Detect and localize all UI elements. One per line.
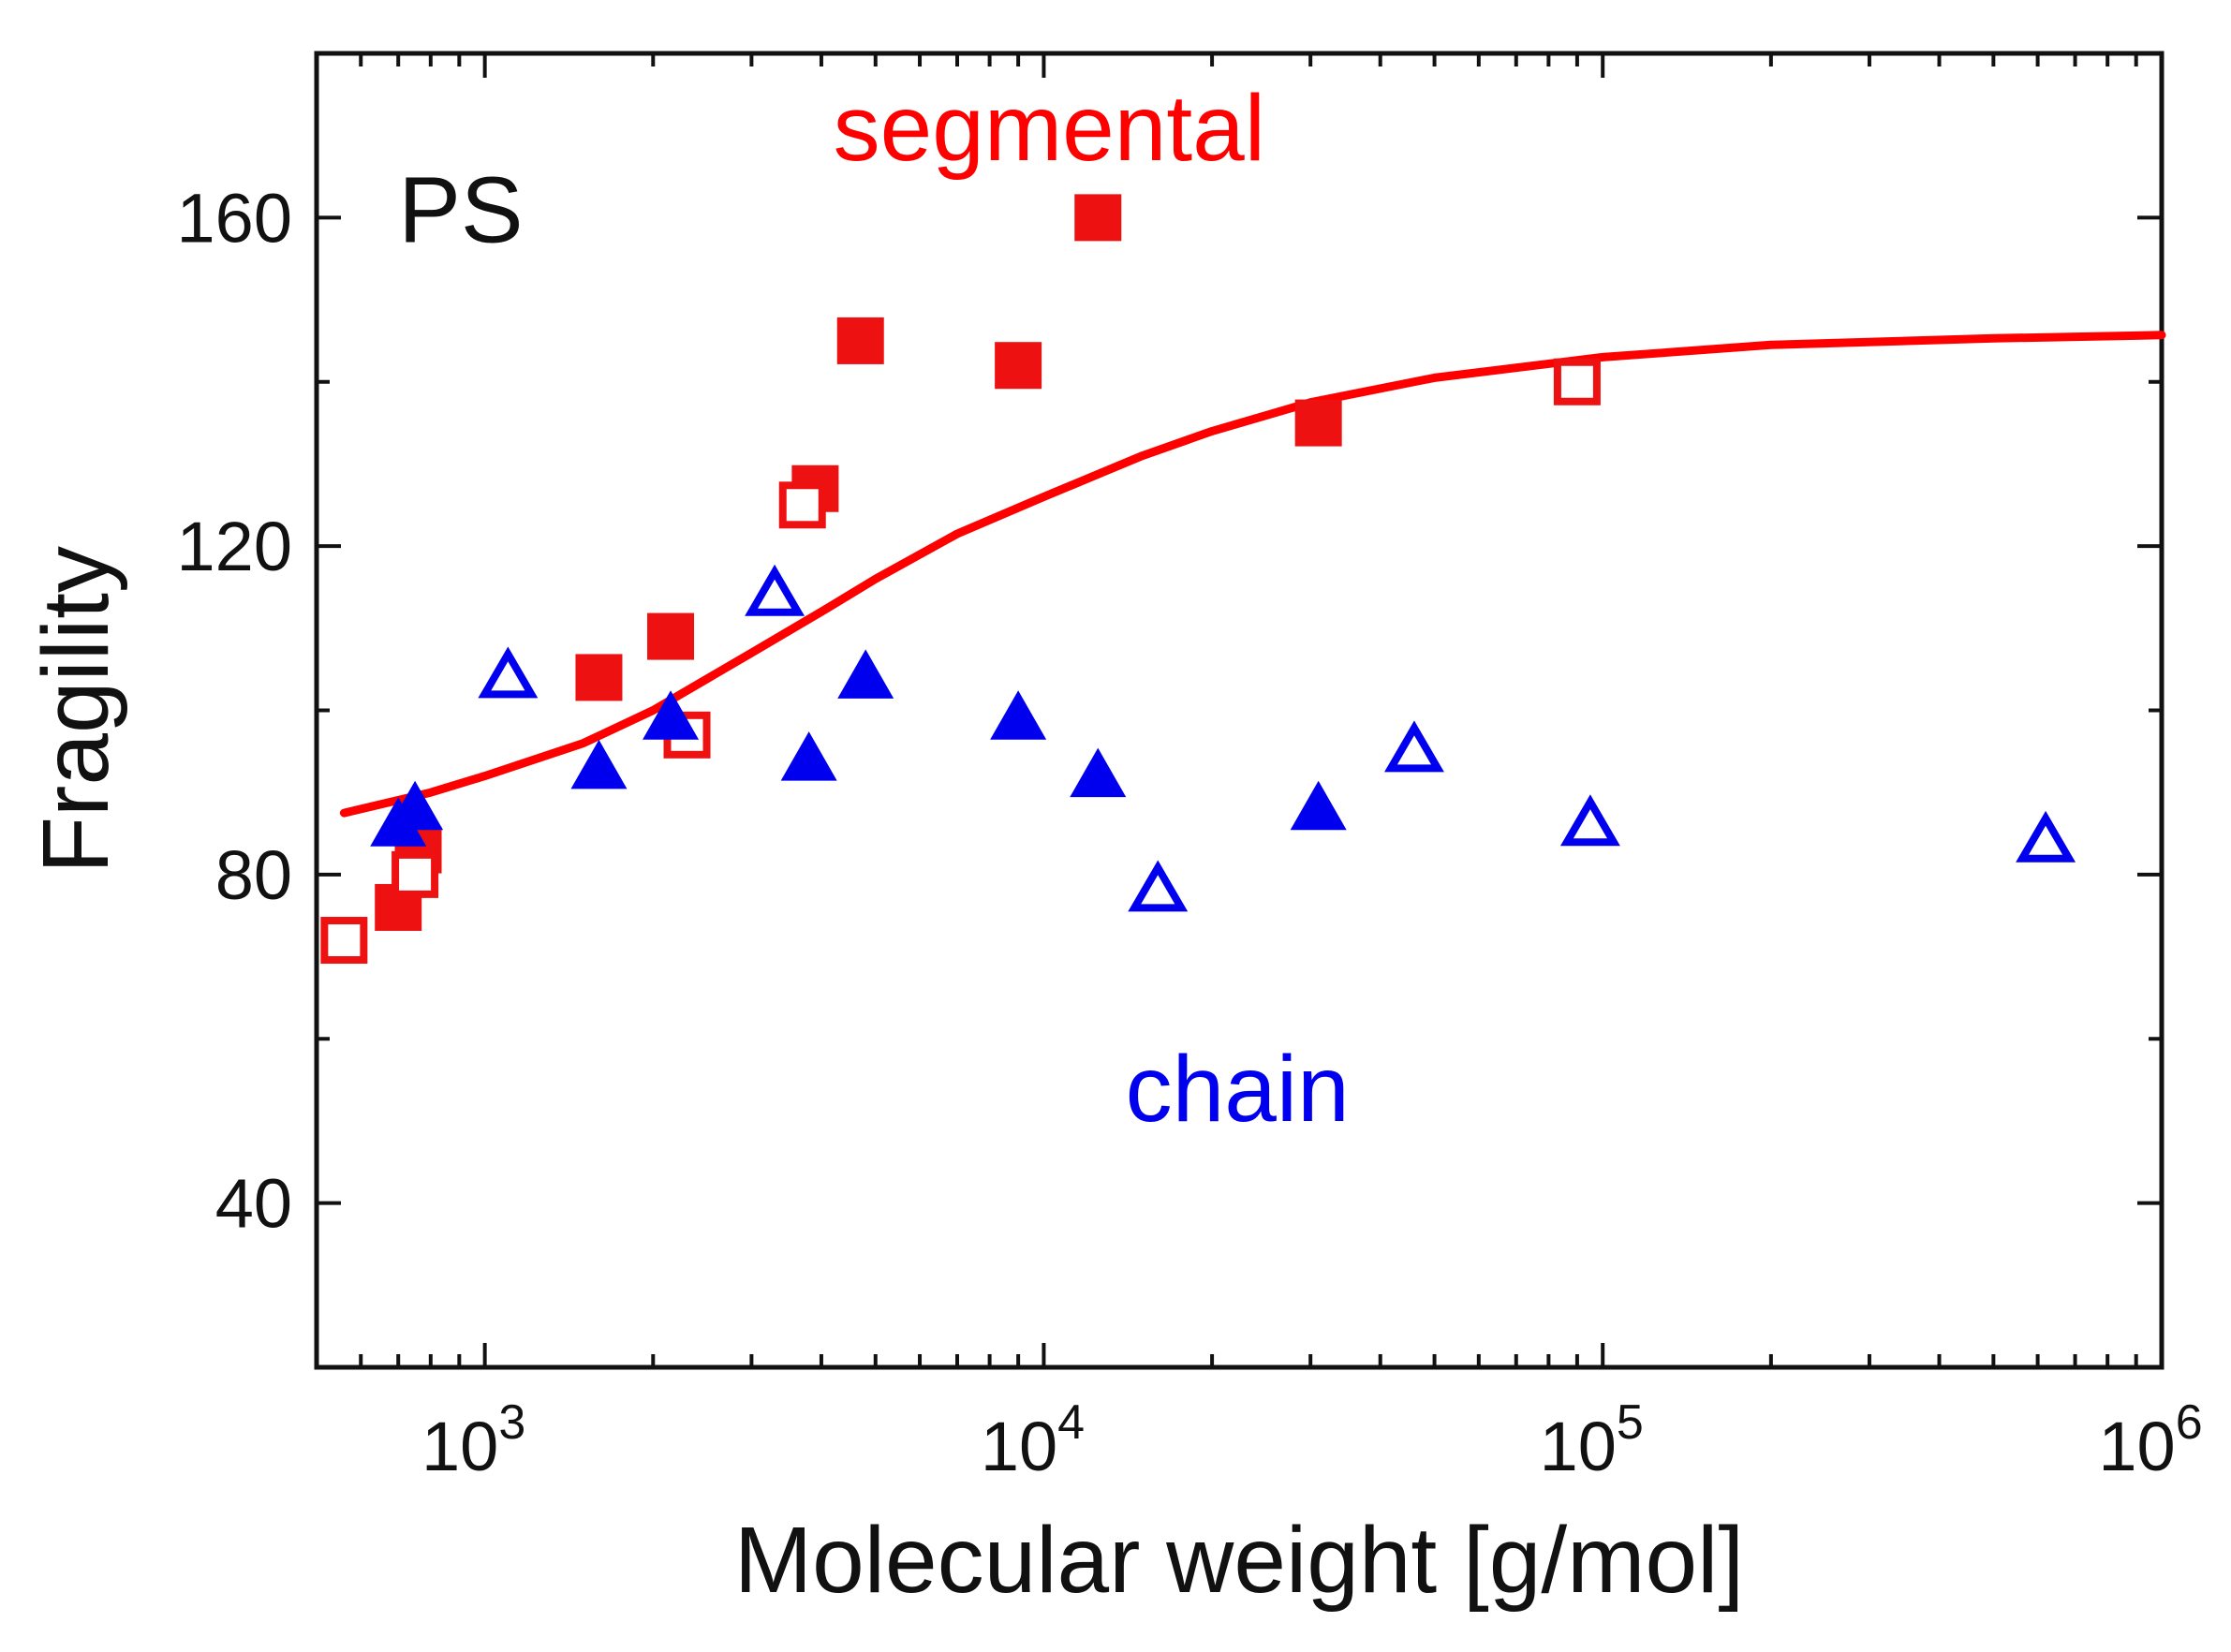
x-tick-exponent: 5 xyxy=(1617,1395,1644,1450)
y-tick-label: 160 xyxy=(177,179,292,257)
chain-filled-triangle xyxy=(990,690,1047,740)
chain-open-triangle xyxy=(1559,794,1620,847)
y-tick-label: 40 xyxy=(215,1165,292,1243)
annotation-chain: chain xyxy=(1126,1037,1350,1142)
x-axis-title: Molecular weight [g/mol] xyxy=(734,1508,1744,1613)
chain-filled-triangle xyxy=(780,731,837,781)
segmental-filled-square xyxy=(1294,399,1342,447)
chain-open-triangle xyxy=(745,564,805,616)
chain-filled-triangle xyxy=(1070,747,1127,798)
segmental-filled-square xyxy=(575,654,623,701)
chain-filled-triangle xyxy=(570,739,628,789)
annotation-segmental: segmental xyxy=(834,76,1265,181)
axis-ticks xyxy=(315,53,2164,1367)
segmental-filled-square xyxy=(647,612,695,660)
fit-curve xyxy=(339,331,2166,818)
segmental-filled-square xyxy=(995,342,1042,390)
chain-open-triangle xyxy=(1384,720,1444,773)
x-tick-base: 10 xyxy=(1540,1408,1617,1485)
x-tick-base: 10 xyxy=(2098,1408,2175,1485)
chain-filled-triangle xyxy=(1290,780,1347,831)
segmental-open-square xyxy=(1553,358,1601,406)
segmental-filled-square xyxy=(836,317,884,364)
x-tick-base: 10 xyxy=(421,1408,498,1485)
plot-area-frame xyxy=(314,51,2165,1370)
chain-open-triangle xyxy=(2016,810,2076,863)
data-markers xyxy=(320,194,2076,965)
chain-filled-triangle xyxy=(387,780,444,831)
segmental-open-square xyxy=(778,481,826,529)
x-tick-base: 10 xyxy=(981,1408,1057,1485)
x-tick-exponent: 6 xyxy=(2176,1395,2203,1450)
x-tick-label: 105 xyxy=(1540,1395,1644,1485)
fit-curve-layer xyxy=(339,331,2166,818)
segmental-open-square xyxy=(392,850,439,898)
segmental-filled-square xyxy=(1074,194,1122,242)
y-tick-label: 80 xyxy=(215,836,292,914)
x-tick-label: 104 xyxy=(981,1395,1085,1485)
y-tick-label: 120 xyxy=(177,508,292,585)
chain-filled-triangle xyxy=(837,649,894,699)
chain-open-triangle xyxy=(478,646,539,699)
chain-open-triangle xyxy=(1128,860,1189,912)
x-tick-exponent: 4 xyxy=(1057,1395,1085,1450)
annotation-ps: PS xyxy=(398,158,523,263)
x-tick-label: 103 xyxy=(421,1395,525,1485)
segmental-open-square xyxy=(320,917,368,965)
chain-filled-triangle xyxy=(643,690,700,740)
y-axis-title: Fragility xyxy=(23,546,128,874)
x-tick-label: 106 xyxy=(2098,1395,2202,1485)
x-tick-exponent: 3 xyxy=(498,1395,525,1450)
